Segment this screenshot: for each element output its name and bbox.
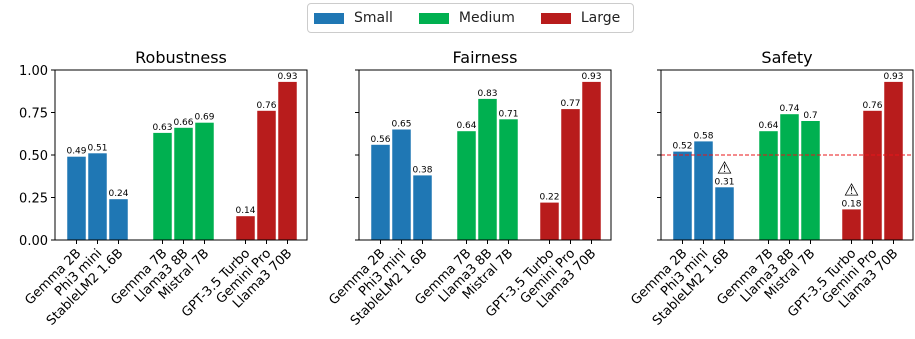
value-label-robustness-llama3-70b: 0.93 <box>277 72 297 82</box>
value-label-safety-llama3-8b: 0.74 <box>779 104 799 114</box>
bar-fairness-mistral-7b <box>499 119 518 240</box>
value-label-safety-stablelm2-1-6b: 0.31 <box>714 177 734 187</box>
bar-fairness-stablelm2-1-6b <box>413 175 432 240</box>
bar-robustness-gpt-3-5-turbo <box>236 216 255 240</box>
bar-fairness-gemini-pro <box>561 109 580 240</box>
bar-robustness-llama3-70b <box>278 81 297 241</box>
value-label-robustness-llama3-8b: 0.66 <box>173 118 193 128</box>
legend: Small Medium Large <box>307 3 634 33</box>
value-label-robustness-gpt-3-5-turbo: 0.14 <box>235 206 255 216</box>
value-label-fairness-mistral-7b: 0.71 <box>498 109 518 119</box>
legend-item-small: Small <box>314 10 393 26</box>
chart-panel-robustness: Robustness 0.49 0.51 0.24 0.630.660.69 0.14 0.… <box>19 48 308 329</box>
warning-icon: ⚠ <box>844 180 859 200</box>
bar-fairness-gpt-3-5-turbo <box>540 202 559 240</box>
y-tick-label-3: 0.75 <box>19 107 48 122</box>
value-label-safety-gemma-7b: 0.64 <box>758 121 778 131</box>
bar-safety-mistral-7b <box>801 121 820 240</box>
value-label-safety-llama3-70b: 0.93 <box>883 72 903 82</box>
value-label-safety-gemma-2b: 0.52 <box>672 142 692 152</box>
bar-safety-llama3-70b <box>884 81 903 241</box>
bar-robustness-gemini-pro <box>257 110 276 240</box>
value-label-fairness-gemini-pro: 0.77 <box>560 99 580 109</box>
bar-safety-gpt-3-5-turbo <box>842 209 861 240</box>
chart-title-fairness: Fairness <box>453 48 518 67</box>
bar-safety-gemma-7b <box>759 131 778 240</box>
bar-fairness-gemma-7b <box>457 131 476 240</box>
legend-item-medium: Medium <box>418 10 515 26</box>
value-label-robustness-gemma-2b: 0.49 <box>66 147 86 157</box>
value-label-fairness-llama3-8b: 0.83 <box>477 89 497 99</box>
bar-safety-llama3-8b <box>780 114 799 240</box>
value-label-fairness-llama3-70b: 0.93 <box>581 72 601 82</box>
value-label-fairness-gemma-7b: 0.64 <box>456 121 476 131</box>
bar-robustness-stablelm2-1-6b <box>109 199 128 240</box>
value-label-robustness-mistral-7b: 0.69 <box>194 113 214 123</box>
bar-safety-phi3-mini <box>694 141 713 240</box>
value-label-safety-gemini-pro: 0.76 <box>862 101 882 111</box>
warning-icon: ⚠ <box>717 158 732 178</box>
bar-safety-stablelm2-1-6b <box>715 187 734 240</box>
legend-swatch-medium <box>418 12 449 24</box>
chart-panel-fairness: Fairness 0.560.65 0.38 0.64 0.830.71 0.22 0.77… <box>326 48 612 329</box>
chart-panel-safety: Safety 0.520.58 0.31 0.640.74 0.7 0.18 0.76 0.9… <box>628 48 914 329</box>
value-label-fairness-phi3-mini: 0.65 <box>391 120 411 130</box>
legend-label-large: Large <box>580 10 621 26</box>
y-tick-label-4: 1.00 <box>19 64 48 79</box>
value-label-fairness-stablelm2-1-6b: 0.38 <box>412 165 432 175</box>
legend-swatch-large <box>540 12 571 24</box>
bar-safety-gemini-pro <box>863 110 882 240</box>
legend-label-small: Small <box>354 10 393 26</box>
bar-robustness-gemma-7b <box>153 132 172 240</box>
bar-robustness-mistral-7b <box>195 122 214 240</box>
bar-fairness-phi3-mini <box>392 129 411 240</box>
bar-fairness-llama3-70b <box>582 81 601 241</box>
y-tick-label-1: 0.25 <box>19 192 48 207</box>
value-label-robustness-phi3-mini: 0.51 <box>87 143 107 153</box>
bar-robustness-gemma-2b <box>67 156 86 240</box>
value-label-safety-gpt-3-5-turbo: 0.18 <box>841 199 861 209</box>
y-tick-label-2: 0.50 <box>19 149 48 164</box>
value-label-fairness-gemma-2b: 0.56 <box>370 135 390 145</box>
chart-title-safety: Safety <box>761 48 812 67</box>
bar-robustness-llama3-8b <box>174 127 193 240</box>
legend-swatch-small <box>314 12 344 24</box>
bar-robustness-phi3-mini <box>88 153 107 240</box>
value-label-safety-mistral-7b: 0.7 <box>803 111 817 121</box>
legend-label-medium: Medium <box>458 10 515 26</box>
bar-fairness-llama3-8b <box>478 98 497 241</box>
value-label-fairness-gpt-3-5-turbo: 0.22 <box>539 193 559 203</box>
bar-safety-gemma-2b <box>673 151 692 240</box>
value-label-safety-phi3-mini: 0.58 <box>693 131 713 141</box>
legend-item-large: Large <box>540 10 621 26</box>
chart-title-robustness: Robustness <box>135 48 227 67</box>
value-label-robustness-stablelm2-1-6b: 0.24 <box>108 189 128 199</box>
value-label-robustness-gemma-7b: 0.63 <box>152 123 172 133</box>
y-tick-label-0: 0.00 <box>19 234 48 249</box>
bar-fairness-gemma-2b <box>371 144 390 240</box>
value-label-robustness-gemini-pro: 0.76 <box>256 101 276 111</box>
